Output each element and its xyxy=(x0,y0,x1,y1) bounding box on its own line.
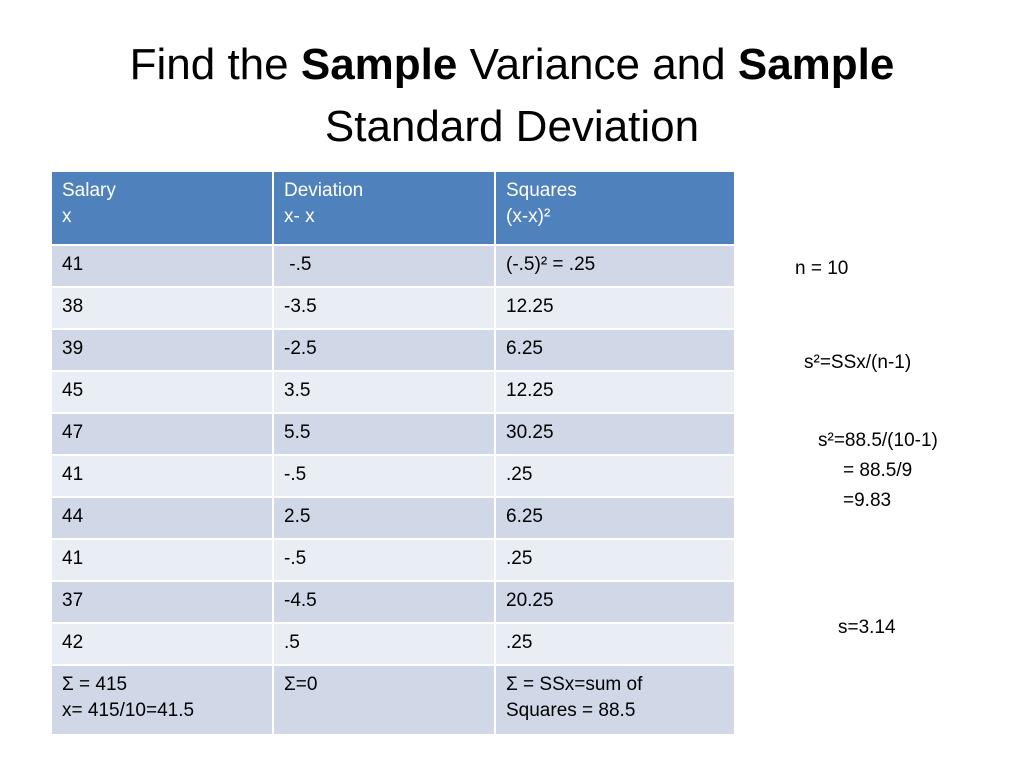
note-n: n = 10 xyxy=(795,258,849,279)
cell-deviation: 2.5 xyxy=(272,496,496,540)
cell-deviation: -4.5 xyxy=(272,580,496,624)
cell-square: .25 xyxy=(494,622,736,666)
table-row: 45 3.5 12.25 xyxy=(50,370,736,414)
cell-square: 30.25 xyxy=(494,412,736,456)
cell-salary: 38 xyxy=(50,286,274,330)
cell-deviation: -2.5 xyxy=(272,328,496,372)
cell-square: .25 xyxy=(494,454,736,498)
cell-salary: 44 xyxy=(50,496,274,540)
table-row: 39 -2.5 6.25 xyxy=(50,328,736,372)
cell-deviation: -3.5 xyxy=(272,286,496,330)
cell-square: 6.25 xyxy=(494,328,736,372)
header-deviation: Deviation x- x xyxy=(272,170,496,246)
cell-square: 20.25 xyxy=(494,580,736,624)
cell-square: 12.25 xyxy=(494,286,736,330)
table-row: 42.5.25 xyxy=(50,622,736,666)
header-squares: Squares (x-x)² xyxy=(494,170,736,246)
cell-deviation: 3.5 xyxy=(272,370,496,414)
table-row: 41 -.5 (-.5)² = .25 xyxy=(50,244,736,288)
cell-square: 6.25 xyxy=(494,496,736,540)
title-part-2: Variance and xyxy=(457,40,738,89)
cell-deviation: 5.5 xyxy=(272,412,496,456)
table-row: 37 -4.5 20.25 xyxy=(50,580,736,624)
summary-squares: Σ = SSx=sum of Squares = 88.5 xyxy=(494,664,736,736)
cell-deviation: -.5 xyxy=(272,244,496,288)
cell-square: 12.25 xyxy=(494,370,736,414)
summary-row: Σ = 415 x= 415/10=41.5 Σ=0 Σ = SSx=sum of… xyxy=(50,664,736,736)
cell-salary: 45 xyxy=(50,370,274,414)
table-row: 38 -3.5 12.25 xyxy=(50,286,736,330)
table-row: 41 -.5.25 xyxy=(50,454,736,498)
cell-salary: 42 xyxy=(50,622,274,666)
slide-title: Find the Sample Variance and Sample Stan… xyxy=(0,34,1024,158)
table-header-row: Salary x Deviation x- x Squares (x-x)² xyxy=(50,170,736,246)
note-formula: s²=SSx/(n-1) xyxy=(804,352,912,373)
cell-salary: 41 xyxy=(50,538,274,582)
title-bold-1: Sample xyxy=(300,40,458,89)
table-row: 41 -.5.25 xyxy=(50,538,736,582)
cell-salary: 41 xyxy=(50,244,274,288)
cell-salary: 39 xyxy=(50,328,274,372)
note-calc-line-3: =9.83 xyxy=(843,490,892,511)
table-row: 44 2.5 6.25 xyxy=(50,496,736,540)
note-calc-line-1: s²=88.5/(10-1) xyxy=(818,430,938,451)
cell-salary: 41 xyxy=(50,454,274,498)
cell-square: (-.5)² = .25 xyxy=(494,244,736,288)
salary-table: Salary x Deviation x- x Squares (x-x)² 41 -… xyxy=(50,170,736,736)
summary-salary: Σ = 415 x= 415/10=41.5 xyxy=(50,664,274,736)
cell-deviation: -.5 xyxy=(272,454,496,498)
cell-square: .25 xyxy=(494,538,736,582)
note-s: s=3.14 xyxy=(838,617,896,638)
cell-deviation: -.5 xyxy=(272,538,496,582)
cell-salary: 37 xyxy=(50,580,274,624)
summary-deviation: Σ=0 xyxy=(272,664,496,736)
header-salary: Salary x xyxy=(50,170,274,246)
title-line-2: Standard Deviation xyxy=(324,102,700,151)
cell-deviation: .5 xyxy=(272,622,496,666)
table-row: 47 5.5 30.25 xyxy=(50,412,736,456)
cell-salary: 47 xyxy=(50,412,274,456)
title-part-1: Find the xyxy=(129,40,301,89)
note-calc-line-2: = 88.5/9 xyxy=(843,460,913,481)
title-bold-2: Sample xyxy=(737,40,895,89)
